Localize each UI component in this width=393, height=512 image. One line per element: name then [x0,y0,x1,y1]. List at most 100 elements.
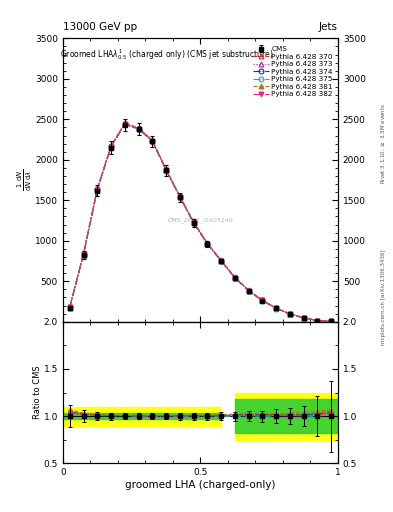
Pythia 6.428 370 [191,219,196,225]
Pythia 6.428 382 [205,241,210,247]
Pythia 6.428 375 [150,138,155,144]
Pythia 6.428 375 [219,258,223,264]
Pythia 6.428 375 [233,275,237,281]
Pythia 6.428 382 [164,167,169,173]
Pythia 6.428 375 [178,194,182,200]
Pythia 6.428 381 [150,137,155,143]
Pythia 6.428 382 [68,304,72,310]
Pythia 6.428 375 [81,251,86,258]
Pythia 6.428 381 [205,240,210,246]
Pythia 6.428 375 [123,121,127,127]
Pythia 6.428 374 [329,318,334,325]
X-axis label: groomed LHA (charged-only): groomed LHA (charged-only) [125,480,275,490]
Pythia 6.428 375 [164,167,169,174]
Pythia 6.428 373 [95,187,100,193]
Pythia 6.428 374 [205,241,210,247]
Pythia 6.428 374 [191,220,196,226]
Pythia 6.428 373 [246,288,251,294]
Pythia 6.428 381 [123,120,127,126]
Pythia 6.428 382 [315,317,320,324]
Pythia 6.428 382 [329,318,334,325]
Text: CMS_2021_I1905146: CMS_2021_I1905146 [167,217,233,223]
Pythia 6.428 381 [178,193,182,199]
Pythia 6.428 370 [95,186,100,192]
Pythia 6.428 373 [315,317,320,324]
Pythia 6.428 381 [260,297,265,303]
Pythia 6.428 373 [164,167,169,173]
Pythia 6.428 373 [81,251,86,258]
Pythia 6.428 370 [81,251,86,257]
Text: 13000 GeV pp: 13000 GeV pp [63,22,137,32]
Pythia 6.428 373 [301,315,306,321]
Pythia 6.428 375 [136,126,141,132]
Pythia 6.428 381 [219,257,223,263]
Y-axis label: Ratio to CMS: Ratio to CMS [33,366,42,419]
Pythia 6.428 381 [68,304,72,310]
Pythia 6.428 375 [246,288,251,294]
Pythia 6.428 382 [108,143,114,150]
Pythia 6.428 375 [205,241,210,247]
Pythia 6.428 375 [329,318,334,325]
Pythia 6.428 381 [191,219,196,225]
Pythia 6.428 381 [301,314,306,321]
Text: mcplots.cern.ch [arXiv:1306.3436]: mcplots.cern.ch [arXiv:1306.3436] [381,249,386,345]
Pythia 6.428 370 [150,137,155,143]
Pythia 6.428 375 [191,220,196,226]
Pythia 6.428 375 [301,315,306,321]
Pythia 6.428 373 [68,305,72,311]
Y-axis label: $\frac{1}{\mathrm{d}N}\frac{\mathrm{d}N}{\mathrm{d}\lambda}$: $\frac{1}{\mathrm{d}N}\frac{\mathrm{d}N}… [15,169,34,191]
Text: Rivet 3.1.10, $\geq$ 3.3M events: Rivet 3.1.10, $\geq$ 3.3M events [379,103,387,184]
Pythia 6.428 382 [233,274,237,281]
Pythia 6.428 381 [233,274,237,280]
Pythia 6.428 373 [191,220,196,226]
Pythia 6.428 382 [288,311,292,317]
Line: Pythia 6.428 382: Pythia 6.428 382 [67,121,334,324]
Pythia 6.428 381 [288,311,292,317]
Pythia 6.428 382 [260,297,265,304]
Pythia 6.428 370 [260,297,265,303]
Pythia 6.428 370 [329,318,334,325]
Pythia 6.428 370 [123,120,127,126]
Line: Pythia 6.428 375: Pythia 6.428 375 [67,122,334,324]
Pythia 6.428 374 [123,121,127,127]
Pythia 6.428 381 [315,317,320,324]
Pythia 6.428 374 [136,125,141,132]
Pythia 6.428 374 [95,186,100,193]
Pythia 6.428 382 [136,125,141,132]
Pythia 6.428 375 [288,311,292,317]
Pythia 6.428 370 [219,257,223,263]
Pythia 6.428 381 [246,287,251,293]
Pythia 6.428 370 [164,166,169,173]
Pythia 6.428 374 [246,287,251,293]
Pythia 6.428 382 [81,251,86,258]
Pythia 6.428 381 [108,142,114,148]
Text: Groomed LHA$\lambda^{1}_{0.5}$ (charged only) (CMS jet substructure): Groomed LHA$\lambda^{1}_{0.5}$ (charged … [61,47,274,62]
Pythia 6.428 381 [329,318,334,325]
Pythia 6.428 373 [178,194,182,200]
Pythia 6.428 375 [315,317,320,324]
Pythia 6.428 373 [274,305,279,311]
Pythia 6.428 374 [164,167,169,173]
Line: Pythia 6.428 370: Pythia 6.428 370 [67,121,334,324]
Pythia 6.428 382 [178,194,182,200]
Line: Pythia 6.428 373: Pythia 6.428 373 [67,122,334,324]
Text: Jets: Jets [319,22,338,32]
Pythia 6.428 382 [123,121,127,127]
Pythia 6.428 374 [288,311,292,317]
Pythia 6.428 373 [329,318,334,325]
Legend: CMS, Pythia 6.428 370, Pythia 6.428 373, Pythia 6.428 374, Pythia 6.428 375, Pyt: CMS, Pythia 6.428 370, Pythia 6.428 373,… [251,45,334,99]
Pythia 6.428 374 [274,305,279,311]
Pythia 6.428 373 [288,311,292,317]
Pythia 6.428 382 [301,315,306,321]
Line: Pythia 6.428 381: Pythia 6.428 381 [67,120,334,324]
Pythia 6.428 382 [274,305,279,311]
Pythia 6.428 375 [95,187,100,193]
Pythia 6.428 370 [315,317,320,324]
Pythia 6.428 370 [108,143,114,149]
Pythia 6.428 373 [150,138,155,144]
Pythia 6.428 375 [274,306,279,312]
Pythia 6.428 381 [164,166,169,172]
Pythia 6.428 374 [233,274,237,281]
Pythia 6.428 375 [68,305,72,311]
Pythia 6.428 370 [136,125,141,131]
